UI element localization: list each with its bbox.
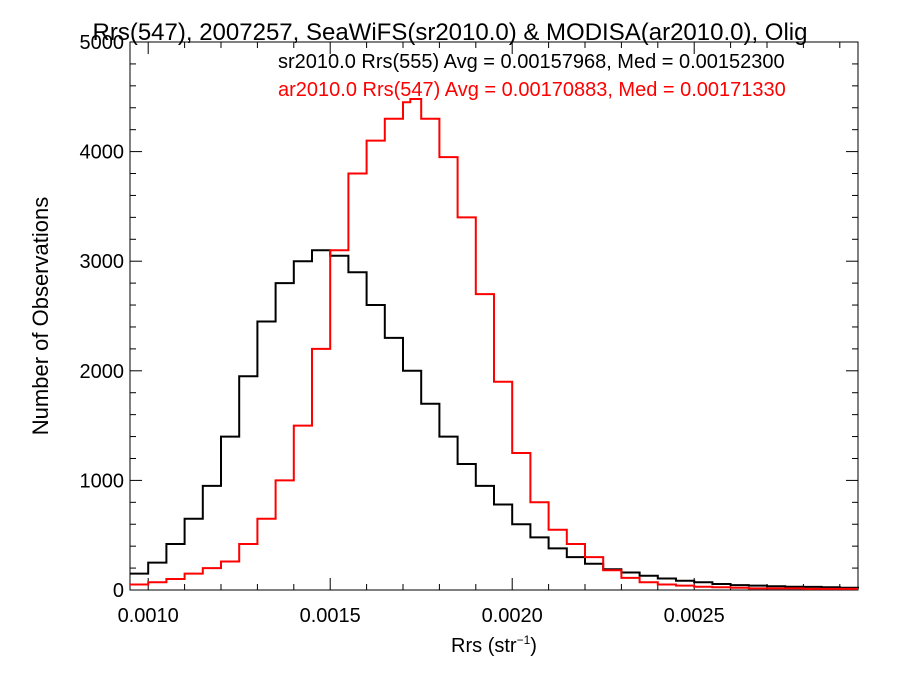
axis-ticks: 0.0010 0.0015 0.0020 0.0025 0 1000 2000 3000 400… [80,32,858,627]
x-tick-label: 0.0015 [300,605,361,627]
y-tick-label: 0 [113,580,124,602]
x-tick-label: 0.0020 [482,605,543,627]
x-tick-label: 0.0025 [664,605,725,627]
series-line-ar2010 [130,98,858,590]
y-tick-label: 2000 [80,361,125,383]
x-axis-label-text: Rrs (str [451,635,517,657]
plot-frame [129,41,859,591]
x-tick-label: 0.0010 [118,605,179,627]
legend-entry-ar2010: ar2010.0 Rrs(547) Avg = 0.00170883, Med … [278,79,786,101]
x-axis-label: Rrs (str−1) [451,633,537,657]
series-line-sr2010 [130,249,859,589]
y-tick-label: 1000 [80,470,125,492]
y-tick-label: 3000 [80,251,125,273]
y-axis-label: Number of Observations [28,197,53,435]
y-tick-label: 4000 [80,142,125,164]
x-axis-label-superscript: −1 [517,633,531,647]
legend-entry-sr2010: sr2010.0 Rrs(555) Avg = 0.00157968, Med … [278,51,785,73]
y-tick-label: 5000 [80,32,125,54]
x-axis-label-close: ) [530,635,537,657]
plot-area [129,41,859,591]
data-series [130,98,859,590]
